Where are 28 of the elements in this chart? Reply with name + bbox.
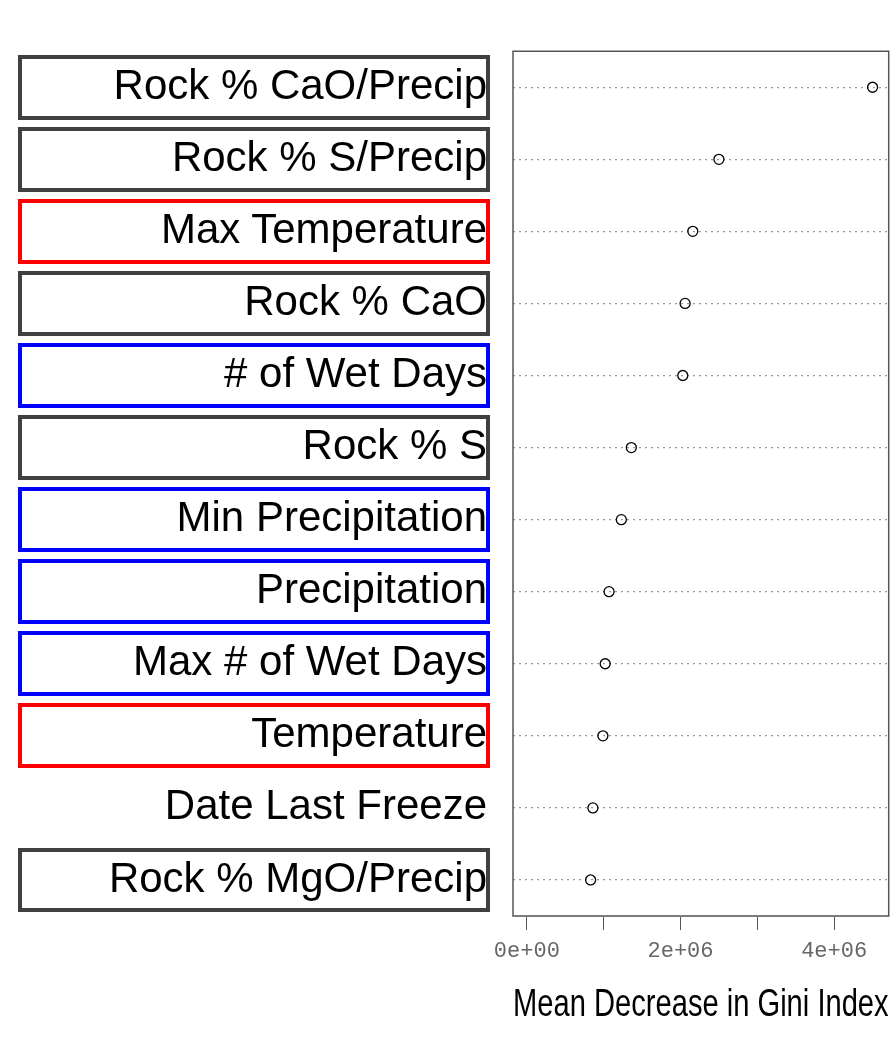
point: [603, 586, 615, 598]
y-tick-label: Rock % CaO/Precip: [113, 60, 487, 108]
y-tick-label: Rock % S/Precip: [171, 132, 487, 180]
y-tick-label: Rock % MgO/Precip: [108, 853, 487, 901]
point: [599, 658, 611, 670]
point: [587, 802, 599, 814]
x-tick-label: 2e+06: [647, 939, 714, 965]
y-tick-label: # of Wet Days: [224, 349, 487, 397]
point: [597, 730, 609, 742]
x-tick-label: 4e+06: [801, 939, 868, 965]
point: [677, 369, 689, 382]
y-tick-label: Max Temperature: [160, 204, 487, 252]
y-tick-label: Precipitation: [255, 565, 487, 613]
point: [615, 513, 627, 526]
x-tick-label: 0e+00: [493, 939, 560, 965]
point: [687, 225, 699, 238]
point: [679, 297, 691, 310]
point: [866, 81, 879, 93]
y-tick-label: Rock % CaO: [244, 277, 487, 325]
point: [713, 153, 725, 165]
y-tick-label: Date Last Freeze: [164, 781, 487, 829]
x-axis-title: Mean Decrease in Gini Index: [513, 980, 889, 1024]
point: [584, 874, 597, 886]
y-tick-label: Min Precipitation: [176, 493, 487, 541]
y-tick-label: Temperature: [251, 709, 487, 757]
y-tick-label: Rock % S: [302, 421, 487, 469]
point: [625, 441, 637, 454]
y-tick-label: Max # of Wet Days: [132, 637, 487, 685]
